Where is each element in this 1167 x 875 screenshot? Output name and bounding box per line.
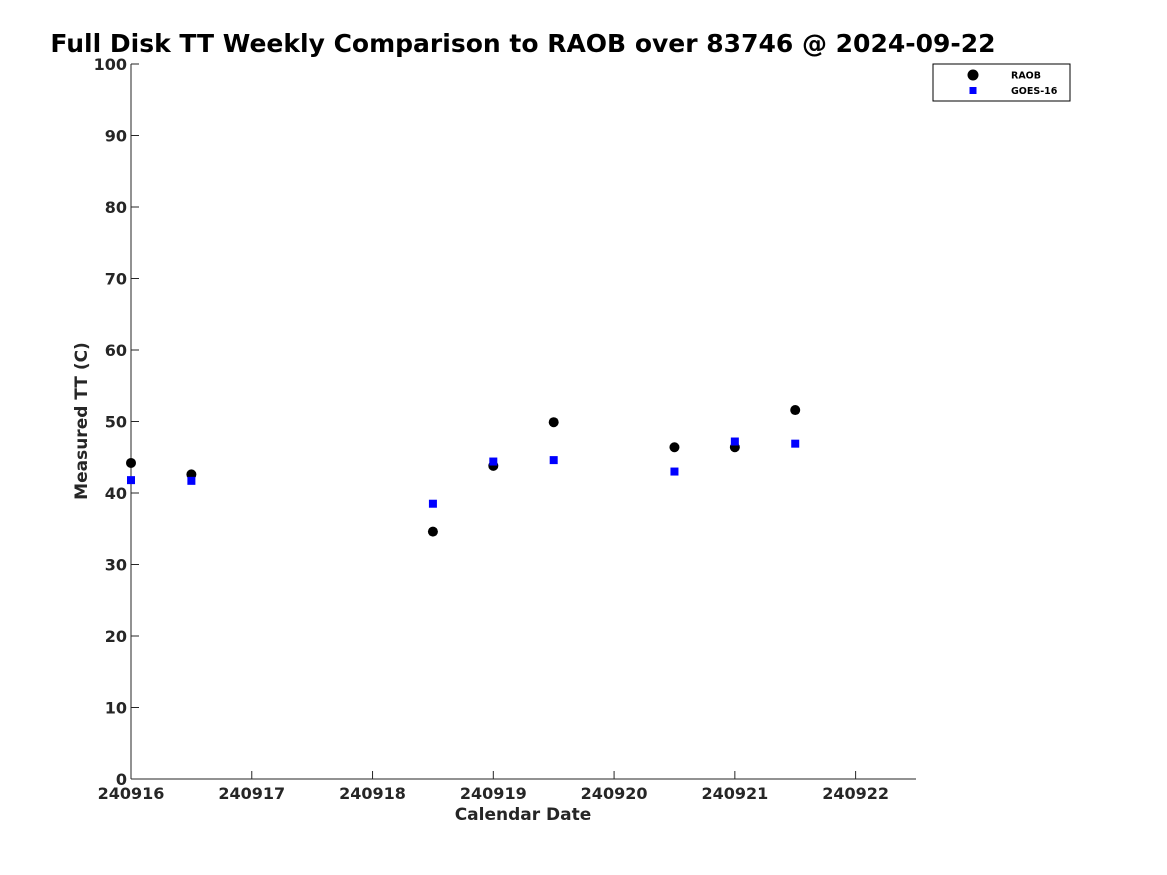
data-point-raob: [126, 457, 136, 468]
legend-box: [932, 63, 1071, 102]
data-point-goes-16: [489, 457, 498, 466]
y-tick-label: 40: [105, 484, 127, 503]
x-tick-label: 240920: [581, 784, 648, 803]
data-point-goes-16: [670, 467, 679, 476]
data-point-raob: [790, 405, 801, 416]
y-axis-ticks: 0 10 20 30 40 50 60 70 80 90 100: [94, 55, 139, 789]
data-point-raob: [548, 417, 559, 428]
y-tick-label: 70: [105, 270, 127, 289]
legend-marker-raob: [967, 69, 979, 81]
data-point-goes-16: [428, 499, 437, 508]
x-axis-label: Calendar Date: [455, 805, 592, 825]
data-point-goes-16: [549, 456, 558, 465]
x-tick-label: 240917: [218, 784, 285, 803]
data-point-goes-16: [730, 437, 739, 446]
y-tick-label: 50: [105, 413, 127, 432]
x-tick-label: 240922: [822, 784, 889, 803]
data-points: [126, 405, 801, 537]
y-tick-label: 60: [105, 341, 127, 360]
x-tick-label: 240916: [98, 784, 165, 803]
data-point-goes-16: [791, 439, 800, 448]
x-axis-ticks: 240916 240917 240918 240919 240920 240921 2409…: [98, 771, 889, 803]
data-point-goes-16: [127, 476, 135, 485]
x-tick-label: 240918: [339, 784, 406, 803]
plot-axes: [130, 64, 916, 780]
data-point-raob: [669, 442, 680, 453]
x-tick-label: 240919: [460, 784, 527, 803]
legend: RAOB GOES-16: [932, 63, 1071, 102]
y-tick-label: 20: [105, 627, 127, 646]
data-point-raob: [427, 526, 438, 537]
y-tick-label: 0: [116, 770, 127, 789]
legend-label-raob: RAOB: [1011, 71, 1041, 82]
y-tick-label: 30: [105, 556, 127, 575]
data-point-goes-16: [187, 476, 196, 485]
y-axis-label: Measured TT (C): [72, 342, 92, 500]
y-tick-label: 80: [105, 198, 127, 217]
chart-title: Full Disk TT Weekly Comparison to RAOB o…: [50, 29, 995, 58]
legend-label-goes16: GOES-16: [1011, 86, 1058, 97]
y-tick-label: 10: [105, 699, 127, 718]
legend-marker-goes16: [969, 87, 977, 94]
y-tick-label: 90: [105, 127, 127, 146]
x-tick-label: 240921: [701, 784, 768, 803]
y-tick-label: 100: [94, 55, 127, 74]
